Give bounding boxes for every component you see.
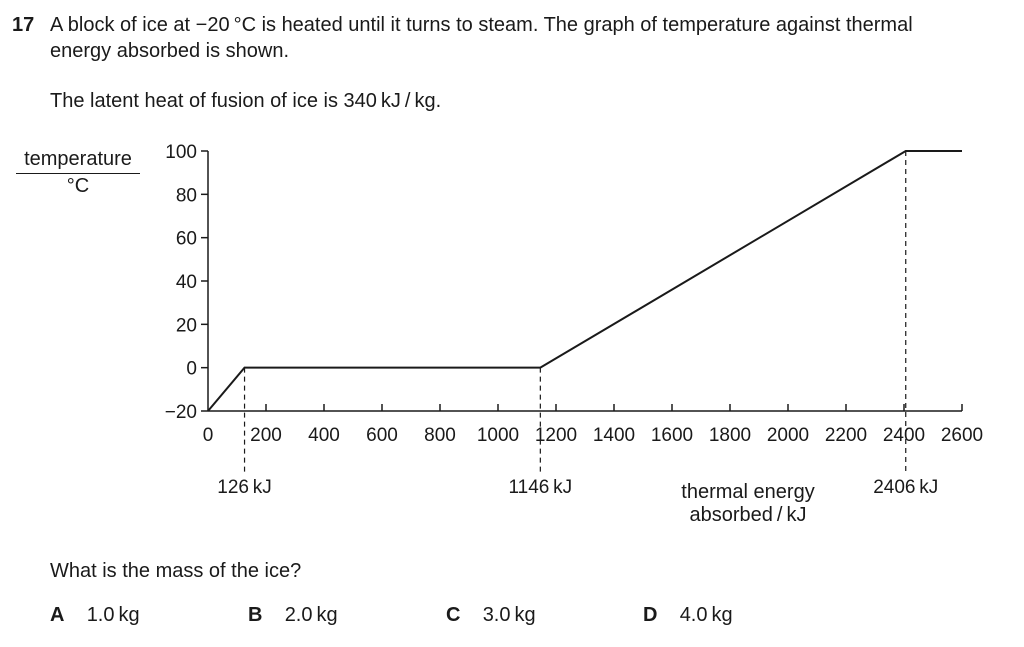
annotation-label: 1146 kJ	[509, 477, 573, 498]
option-letter: D	[643, 604, 658, 626]
y-tick-label: −20	[165, 402, 197, 423]
annotation-label: 2406 kJ	[873, 477, 938, 498]
question-number: 17	[12, 14, 35, 36]
y-axis-label-fraction-bar	[16, 173, 140, 174]
y-tick-label: 20	[176, 315, 197, 336]
x-tick-label: 1400	[593, 425, 635, 446]
option-text: 1.0 kg	[86, 604, 140, 626]
x-axis-label-line1: thermal energy	[681, 481, 815, 503]
option-d[interactable]: D 4.0 kg	[643, 604, 733, 627]
x-axis-label-line2: absorbed / kJ	[689, 504, 807, 526]
option-b[interactable]: B 2.0 kg	[248, 604, 338, 627]
y-tick-label: 80	[176, 185, 197, 206]
x-tick-label: 1000	[477, 425, 519, 446]
y-tick-label: 100	[165, 142, 197, 163]
question-prompt: What is the mass of the ice?	[50, 560, 302, 582]
x-tick-label: 200	[250, 425, 282, 446]
y-tick-label: 0	[186, 359, 197, 380]
option-letter: B	[248, 604, 263, 626]
x-tick-label: 1800	[709, 425, 751, 446]
option-text: 2.0 kg	[284, 604, 338, 626]
question-text-line2: energy absorbed is shown.	[50, 40, 290, 62]
option-a[interactable]: A 1.0 kg	[50, 604, 140, 627]
x-tick-label: 800	[424, 425, 456, 446]
x-tick-label: 1200	[535, 425, 577, 446]
y-axis-label: temperature °C	[16, 148, 140, 198]
latent-heat-statement: The latent heat of fusion of ice is 340 …	[50, 90, 442, 112]
option-c[interactable]: C 3.0 kg	[446, 604, 536, 627]
x-tick-label: 2600	[941, 425, 983, 446]
y-axis-label-unit: °C	[66, 175, 90, 197]
x-tick-label: 0	[203, 425, 214, 446]
series-line	[207, 150, 962, 412]
annotation-label: 126 kJ	[217, 477, 272, 498]
x-axis-label: thermal energy absorbed / kJ	[660, 481, 836, 527]
option-text: 4.0 kg	[679, 604, 733, 626]
option-letter: A	[50, 604, 65, 626]
x-tick-label: 2000	[767, 425, 809, 446]
y-tick-label: 60	[176, 229, 197, 250]
question-text-line1: A block of ice at −20 °C is heated until…	[50, 14, 913, 36]
option-letter: C	[446, 604, 461, 626]
y-axis-label-quantity: temperature	[24, 148, 132, 170]
x-tick-label: 2400	[883, 425, 925, 446]
x-tick-label: 1600	[651, 425, 693, 446]
x-tick-label: 400	[308, 425, 340, 446]
x-tick-label: 600	[366, 425, 398, 446]
option-text: 3.0 kg	[482, 604, 536, 626]
y-tick-label: 40	[176, 272, 197, 293]
x-tick-label: 2200	[825, 425, 867, 446]
